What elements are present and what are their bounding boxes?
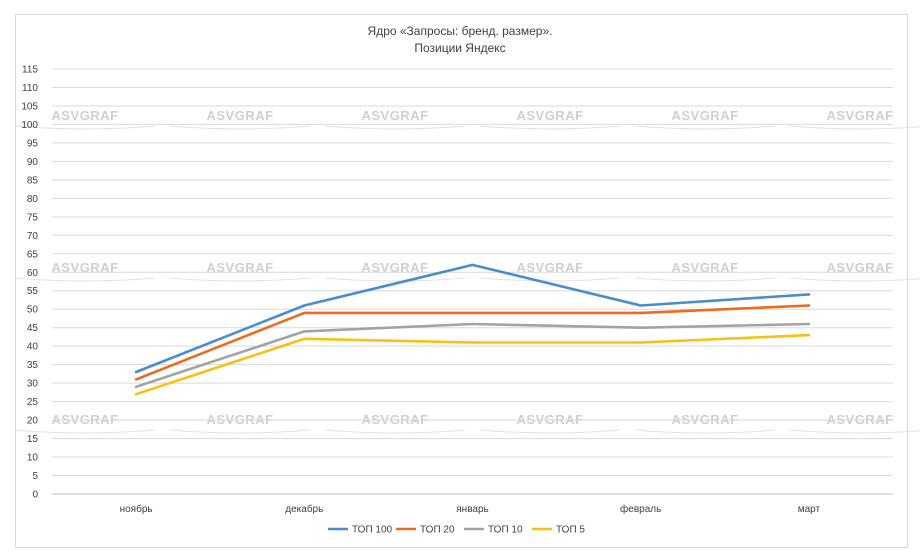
watermark-swoosh-1-4 <box>634 277 776 282</box>
watermark-swoosh-1-0 <box>14 277 156 282</box>
y-tick-label: 25 <box>27 397 39 408</box>
watermark-1-4: ASVGRAF <box>671 260 738 275</box>
data-point <box>471 341 474 344</box>
watermark-swoosh-2-3 <box>479 429 621 434</box>
watermark-swoosh-1-1 <box>169 277 311 282</box>
data-point <box>303 304 306 307</box>
y-tick-label: 20 <box>27 416 39 427</box>
gridlines <box>52 68 893 495</box>
watermark-1-5: ASVGRAF <box>826 260 893 275</box>
x-tick-label: ноябрь <box>120 503 153 515</box>
x-tick-label: март <box>798 504 821 515</box>
watermark-swoosh-1-2 <box>324 277 466 282</box>
watermark-0-5: ASVGRAF <box>826 108 893 123</box>
data-point <box>134 370 138 374</box>
data-point <box>807 293 811 296</box>
watermark-0-0: ASVGRAF <box>51 108 118 123</box>
watermark-0-3: ASVGRAF <box>516 108 583 123</box>
data-point <box>471 263 474 267</box>
watermark-swoosh-2-5 <box>789 429 920 434</box>
watermark-swoosh-0-0 <box>14 125 156 130</box>
watermark-layer: ASVGRAF ASVGRAF ASVGRAF ASVGRAF ASVGRAF ASVGR… <box>14 108 920 434</box>
watermark-swoosh-2-4 <box>634 429 776 434</box>
watermark-2-5: ASVGRAF <box>826 412 893 427</box>
x-tick-label: декабрь <box>285 503 323 515</box>
watermark-swoosh-1-3 <box>479 277 621 282</box>
data-point <box>807 304 811 307</box>
x-axis-ticks: ноябрь декабрь январь февраль март <box>120 503 821 515</box>
data-point <box>134 393 138 396</box>
data-point <box>639 326 642 329</box>
watermark-0-2: ASVGRAF <box>361 108 428 123</box>
y-tick-label: 15 <box>27 434 39 445</box>
watermark-1-0: ASVGRAF <box>51 260 118 275</box>
y-tick-label: 115 <box>22 65 38 76</box>
watermark-1-3: ASVGRAF <box>516 260 583 275</box>
y-tick-label: 10 <box>27 453 39 464</box>
watermark-2-2: ASVGRAF <box>361 412 428 427</box>
watermark-swoosh-0-3 <box>479 125 621 130</box>
y-tick-label: 75 <box>27 212 39 223</box>
y-tick-label: 70 <box>27 231 39 242</box>
data-point <box>471 322 474 326</box>
watermark-swoosh-0-2 <box>324 125 466 130</box>
y-tick-label: 55 <box>27 286 39 297</box>
watermark-0-1: ASVGRAF <box>206 108 273 123</box>
y-tick-label: 90 <box>27 157 39 168</box>
data-point <box>303 311 306 315</box>
x-tick-label: февраль <box>620 503 661 515</box>
watermark-swoosh-0-1 <box>169 125 311 130</box>
watermark-2-3: ASVGRAF <box>516 412 583 427</box>
watermark-2-4: ASVGRAF <box>671 412 738 427</box>
chart-subtitle: Позиции Яндекс <box>414 41 505 55</box>
y-tick-label: 65 <box>27 249 39 260</box>
watermark-swoosh-0-4 <box>634 125 776 130</box>
y-tick-label: 5 <box>32 471 38 482</box>
data-point <box>639 341 642 344</box>
x-tick-label: январь <box>456 504 488 515</box>
data-point <box>639 311 642 315</box>
y-tick-label: 30 <box>27 379 39 390</box>
data-point <box>303 337 306 340</box>
watermark-1-2: ASVGRAF <box>361 260 428 275</box>
watermark-swoosh-2-1 <box>169 429 311 434</box>
y-tick-label: 60 <box>27 268 39 279</box>
legend-label-3: ТОП 5 <box>556 525 585 536</box>
data-point <box>134 378 138 381</box>
y-tick-label: 0 <box>32 490 38 501</box>
y-tick-label: 40 <box>27 342 39 353</box>
data-point <box>807 333 811 337</box>
chart-frame <box>15 14 908 548</box>
data-point <box>807 322 811 326</box>
data-point <box>134 385 138 389</box>
legend-label-2: ТОП 10 <box>488 525 523 536</box>
y-tick-label: 35 <box>27 360 39 371</box>
legend: ТОП 100 ТОП 20 ТОП 10 ТОП 5 <box>328 525 585 536</box>
watermark-swoosh-0-5 <box>789 125 920 130</box>
data-point <box>639 304 642 307</box>
y-tick-label: 100 <box>21 120 38 131</box>
series-layer <box>134 263 811 396</box>
legend-label-0: ТОП 100 <box>352 525 393 536</box>
watermark-swoosh-1-5 <box>789 277 920 282</box>
y-tick-label: 45 <box>27 323 39 334</box>
y-tick-label: 50 <box>27 305 39 316</box>
watermark-2-1: ASVGRAF <box>206 412 273 427</box>
chart-title: Ядро «Запросы: бренд. размер». <box>368 24 553 38</box>
watermark-swoosh-2-0 <box>14 429 156 434</box>
y-tick-label: 85 <box>27 175 39 186</box>
y-axis-ticks: 0 5 10 15 20 25 30 35 40 45 50 55 60 65 70 75 80 85 90 95 10… <box>21 65 38 501</box>
watermark-0-4: ASVGRAF <box>671 108 738 123</box>
data-point <box>471 311 474 315</box>
y-tick-label: 110 <box>22 83 38 94</box>
y-tick-label: 80 <box>27 194 39 205</box>
watermark-swoosh-2-2 <box>324 429 466 434</box>
y-tick-label: 105 <box>21 101 38 112</box>
legend-label-1: ТОП 20 <box>420 525 455 536</box>
watermark-1-1: ASVGRAF <box>206 260 273 275</box>
data-point <box>303 330 306 333</box>
y-tick-label: 95 <box>27 138 39 149</box>
watermark-2-0: ASVGRAF <box>51 412 118 427</box>
